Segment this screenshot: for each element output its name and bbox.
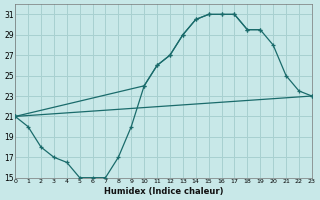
X-axis label: Humidex (Indice chaleur): Humidex (Indice chaleur)	[104, 187, 223, 196]
